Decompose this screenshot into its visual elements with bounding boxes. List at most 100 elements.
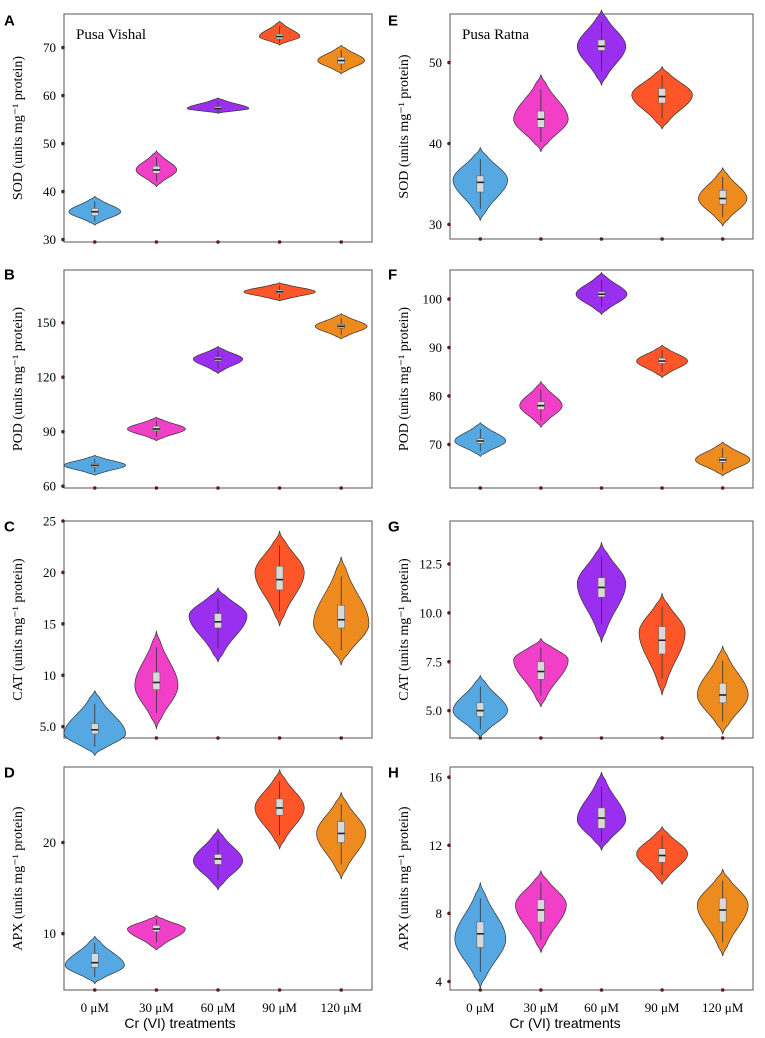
panel-letter: B bbox=[4, 266, 15, 283]
y-tick-label: 50 bbox=[43, 136, 56, 151]
x-tick-mark bbox=[478, 988, 483, 992]
x-tick-mark bbox=[660, 486, 664, 490]
x-tick-label: 120 μM bbox=[321, 1000, 363, 1015]
x-tick-mark bbox=[478, 237, 483, 241]
x-tick-mark bbox=[154, 736, 159, 740]
y-tick-mark bbox=[61, 375, 65, 379]
box bbox=[91, 953, 99, 968]
y-axis-title: CAT (units mg⁻¹ protein) bbox=[11, 558, 26, 701]
x-tick-label: 120 μM bbox=[702, 1000, 744, 1015]
x-tick-mark bbox=[720, 237, 725, 241]
x-tick-mark bbox=[339, 486, 344, 490]
y-tick-mark bbox=[61, 570, 65, 575]
y-axis-title: POD (units mg⁻¹ protein) bbox=[11, 307, 26, 452]
x-tick-mark bbox=[539, 736, 543, 740]
x-tick-mark bbox=[277, 240, 282, 244]
box bbox=[91, 723, 99, 735]
y-tick-label: 150 bbox=[37, 315, 57, 330]
x-tick-mark bbox=[720, 486, 725, 490]
y-tick-label: 10.0 bbox=[419, 605, 442, 620]
y-tick-label: 10 bbox=[43, 668, 56, 683]
x-tick-mark bbox=[660, 736, 664, 740]
y-tick-label: 20 bbox=[43, 565, 56, 580]
box bbox=[476, 175, 485, 193]
y-axis-title: SOD (units mg⁻¹ protein) bbox=[11, 56, 26, 201]
y-tick-label: 70 bbox=[43, 40, 56, 55]
y-tick-mark bbox=[447, 979, 451, 984]
x-tick-label: 90 μM bbox=[645, 1000, 680, 1015]
y-tick-mark bbox=[61, 189, 65, 194]
x-tick-label: 30 μM bbox=[139, 1000, 174, 1015]
x-tick-label: 60 μM bbox=[584, 1000, 619, 1015]
y-tick-mark bbox=[61, 93, 65, 98]
cultivar-label: Pusa Vishal bbox=[76, 27, 146, 43]
panel-c: C 5.0 10 15 20 25 CAT (units mg⁻¹ protein) bbox=[4, 514, 373, 756]
x-tick-mark bbox=[93, 486, 97, 490]
y-tick-label: 5.0 bbox=[426, 703, 442, 718]
y-tick-label: 20 bbox=[43, 835, 56, 850]
y-tick-mark bbox=[61, 141, 65, 146]
x-tick-mark bbox=[339, 736, 344, 740]
x-tick-mark bbox=[93, 988, 97, 992]
cultivar-label: Pusa Ratna bbox=[462, 27, 529, 43]
x-tick-label: 30 μM bbox=[524, 1000, 559, 1015]
x-tick-mark bbox=[720, 988, 725, 992]
y-tick-label: 70 bbox=[429, 437, 442, 452]
x-tick-label: 60 μM bbox=[201, 1000, 236, 1015]
y-tick-label: 30 bbox=[43, 232, 56, 247]
x-tick-mark bbox=[154, 240, 159, 244]
y-tick-label: 12 bbox=[429, 838, 442, 853]
box bbox=[718, 682, 727, 704]
y-tick-mark bbox=[447, 775, 451, 780]
y-tick-mark bbox=[61, 724, 65, 729]
panel-d: D 10 20 APX (units mg⁻¹ protein) 0 μM 30 μM 60… bbox=[4, 764, 373, 1015]
y-tick-mark bbox=[61, 45, 65, 50]
y-tick-mark bbox=[61, 840, 65, 845]
box bbox=[337, 821, 346, 843]
x-tick-mark bbox=[277, 486, 282, 490]
y-tick-mark bbox=[61, 429, 65, 434]
y-tick-mark bbox=[61, 237, 65, 242]
x-tick-label: 0 μM bbox=[466, 1000, 495, 1015]
panel-g: G 5.0 7.5 10.0 12.5 CAT (units mg⁻¹ protein) bbox=[388, 518, 754, 740]
y-tick-label: 40 bbox=[429, 136, 442, 151]
x-tick-mark bbox=[339, 988, 344, 992]
x-tick-mark bbox=[539, 486, 543, 490]
x-tick-mark bbox=[599, 988, 604, 992]
x-tick-mark bbox=[339, 240, 344, 244]
y-tick-label: 7.5 bbox=[426, 654, 442, 669]
panel-h: H 4 8 12 16 APX (units mg⁻¹ protein) 0 μM 30 μM… bbox=[388, 764, 754, 1015]
x-axis-title-left: Cr (VI) treatments bbox=[124, 1015, 235, 1031]
y-axis-title: APX (units mg⁻¹ protein) bbox=[397, 806, 412, 951]
panel-letter: D bbox=[4, 764, 15, 781]
y-tick-mark bbox=[447, 843, 451, 848]
x-tick-mark bbox=[539, 988, 543, 992]
y-tick-mark bbox=[61, 622, 65, 626]
box bbox=[275, 565, 284, 591]
x-tick-mark bbox=[660, 988, 664, 992]
x-tick-mark bbox=[599, 237, 604, 241]
y-tick-label: 8 bbox=[436, 906, 443, 921]
y-tick-label: 90 bbox=[43, 424, 56, 439]
y-tick-label: 5.0 bbox=[40, 719, 56, 734]
y-tick-label: 4 bbox=[436, 974, 443, 989]
x-tick-mark bbox=[720, 736, 725, 740]
y-axis-title: CAT (units mg⁻¹ protein) bbox=[397, 558, 412, 701]
y-tick-label: 50 bbox=[429, 55, 442, 70]
panel-e: E Pusa Ratna 30 40 50 SOD (units mg⁻¹ protein… bbox=[388, 9, 754, 241]
x-tick-label: 0 μM bbox=[81, 1000, 110, 1015]
y-tick-mark bbox=[61, 519, 65, 523]
panel-letter: A bbox=[4, 12, 15, 29]
y-tick-mark bbox=[447, 297, 451, 301]
y-tick-mark bbox=[447, 222, 451, 227]
y-tick-mark bbox=[447, 394, 451, 398]
y-tick-label: 12.5 bbox=[419, 557, 442, 572]
y-tick-label: 25 bbox=[43, 514, 56, 529]
x-tick-mark bbox=[660, 237, 664, 241]
x-tick-mark bbox=[478, 486, 483, 490]
x-tick-mark bbox=[154, 988, 159, 992]
panel-letter: F bbox=[388, 266, 397, 283]
box bbox=[658, 88, 666, 104]
x-tick-label: 90 μM bbox=[262, 1000, 297, 1015]
y-tick-label: 30 bbox=[429, 217, 442, 232]
